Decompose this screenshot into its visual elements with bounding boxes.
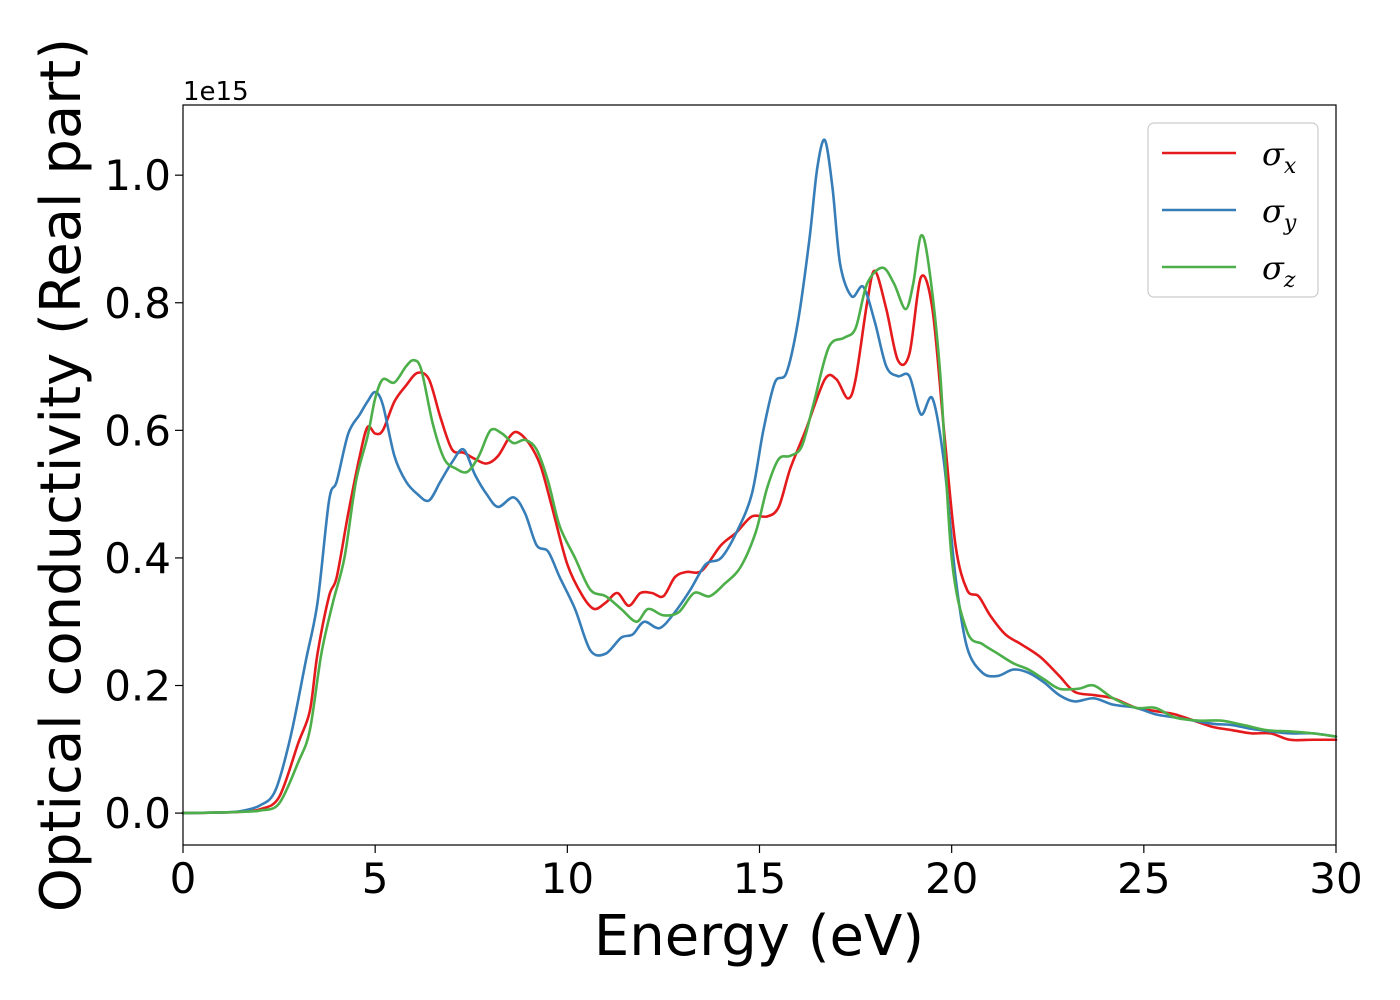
series-layer — [181, 138, 1338, 815]
series-line-x — [181, 269, 1338, 815]
series-line-y — [181, 138, 1338, 815]
y-tick-label: 0.2 — [104, 662, 171, 711]
x-tick-label: 25 — [1117, 854, 1170, 903]
y-offset-label: 1e15 — [183, 77, 249, 107]
x-axis-ticks: 0 5 10 15 20 25 30 — [170, 845, 1363, 903]
y-tick-label: 0.6 — [104, 406, 171, 455]
y-axis-ticks: 0.0 0.2 0.4 0.6 0.8 1.0 — [104, 151, 183, 838]
x-axis-title: Energy (eV) — [594, 904, 924, 969]
x-tick-label: 5 — [362, 854, 389, 903]
y-tick-label: 0.8 — [104, 279, 171, 328]
x-tick-label: 10 — [541, 854, 594, 903]
y-axis-title: Optical conductivity (Real part) — [29, 38, 94, 912]
x-tick-label: 0 — [170, 854, 197, 903]
x-tick-label: 20 — [925, 854, 978, 903]
x-tick-label: 30 — [1309, 854, 1362, 903]
series-line-z — [181, 233, 1338, 815]
x-tick-label: 15 — [733, 854, 786, 903]
y-tick-label: 0.4 — [104, 534, 171, 583]
y-tick-label: 1.0 — [104, 151, 171, 200]
y-tick-label: 0.0 — [104, 789, 171, 838]
